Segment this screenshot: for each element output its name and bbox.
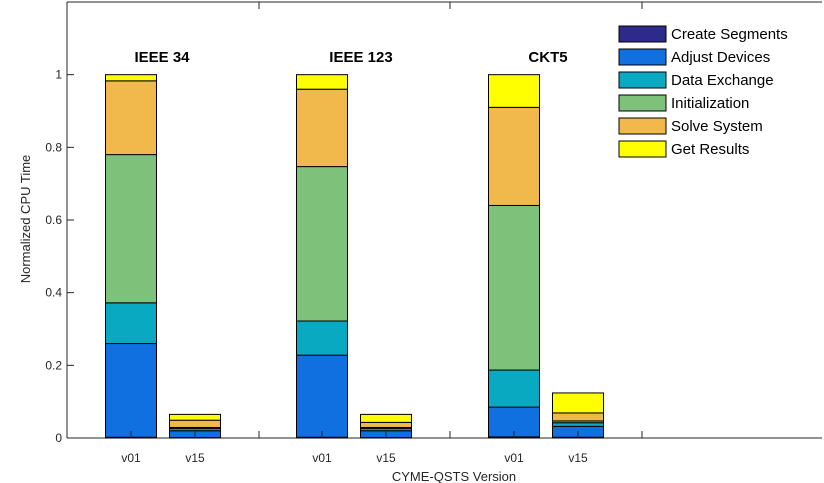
legend-label: Create Segments [671,26,788,43]
group-label: IEEE 34 [134,49,190,66]
bar-segment [296,74,348,90]
bar-segment [296,166,348,322]
bar-segment [296,320,348,356]
y-tick-label: 0.8 [45,140,62,154]
y-tick-label: 1 [55,68,62,82]
bar-segment [105,154,157,304]
legend-swatch [618,25,667,43]
legend-swatch [618,117,667,135]
legend-label: Data Exchange [671,72,774,89]
legend-swatch [618,48,667,66]
legend: Create Segments Adjust Devices Data Exchan… [612,21,817,162]
bar-segment [169,413,221,421]
legend-label: Get Results [671,141,749,158]
y-axis-label: Normalized CPU Time [18,155,33,284]
legend-label: Adjust Devices [671,49,770,66]
y-tick-label: 0 [55,431,62,445]
x-tick-label: v01 [121,451,141,465]
bar-segment [488,74,540,108]
x-ticks: v01 v15 v01 v15 v01 v15 [121,2,643,465]
x-tick-label: v15 [185,451,205,465]
x-tick-label: v01 [312,451,332,465]
y-tick-label: 0.4 [45,286,62,300]
bar-segment [360,421,412,428]
y-ticks: 0 0.2 0.4 0.6 0.8 1 [45,68,74,445]
bar-segment [105,302,157,345]
legend-swatch [618,71,667,89]
group-label: CKT5 [528,49,567,66]
bar-segment [105,74,157,82]
bar-segment [296,354,348,438]
bar-segment [488,106,540,206]
y-tick-label: 0.6 [45,213,62,227]
bar-segment [105,80,157,156]
group-label: IEEE 123 [329,49,392,66]
x-tick-label: v15 [376,451,396,465]
y-tick-label: 0.2 [45,358,62,372]
bars-layer [105,74,604,439]
x-axis-label: CYME-QSTS Version [392,469,516,483]
x-tick-label: v15 [568,451,588,465]
bar-segment [296,88,348,168]
legend-label: Initialization [671,95,749,112]
bar-segment [552,422,604,427]
x-tick-label: v01 [504,451,524,465]
legend-swatch [618,94,667,112]
bar-segment [552,392,604,414]
bar-segment [169,419,221,428]
bar-segment [360,413,412,423]
legend-box [612,21,817,162]
bar-segment [105,343,157,438]
legend-label: Solve System [671,118,763,135]
legend-swatch [618,140,667,158]
bar-segment [552,412,604,422]
group-labels: IEEE 34 IEEE 123 CKT5 [134,49,567,66]
bar-segment [488,204,540,371]
bar-segment [488,369,540,408]
